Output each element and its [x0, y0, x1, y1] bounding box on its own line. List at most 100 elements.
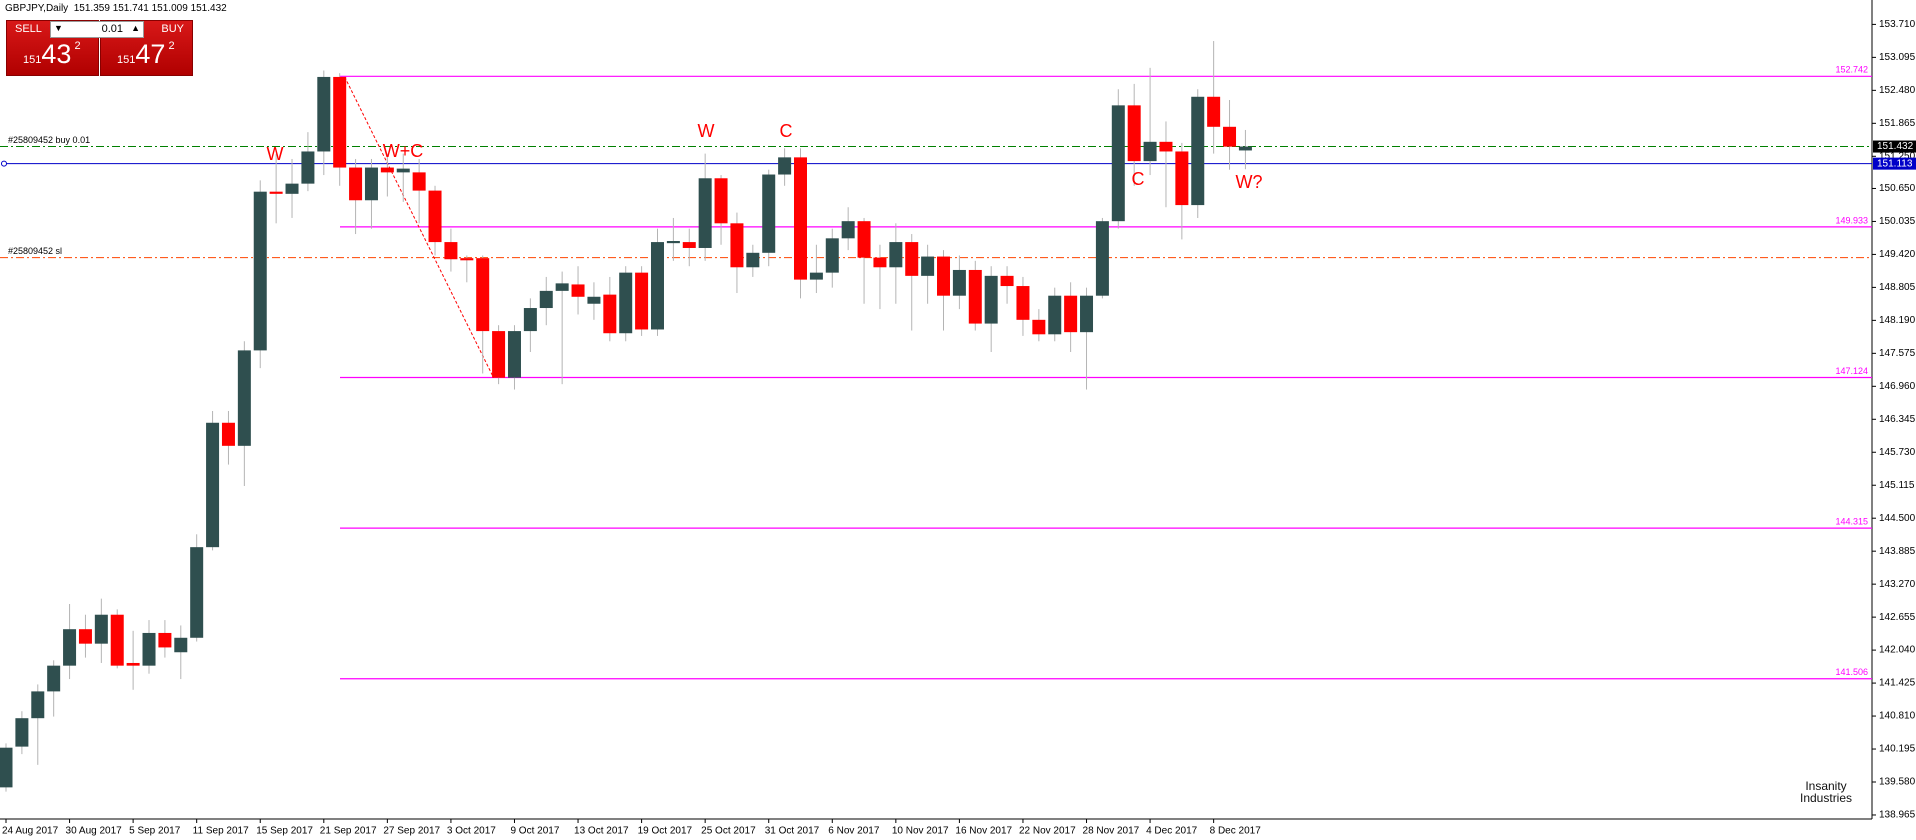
order-label: #25809452 sl [8, 246, 62, 256]
y-tick-label: 139.580 [1879, 777, 1916, 788]
y-tick-label: 153.095 [1879, 52, 1916, 63]
candle-body [47, 665, 61, 692]
level-label: 149.933 [1835, 215, 1868, 225]
y-tick-label: 142.655 [1879, 612, 1916, 623]
y-tick-label: 146.960 [1879, 381, 1916, 392]
lot-up[interactable]: ▲ [131, 23, 140, 33]
candle-body [237, 350, 251, 446]
y-tick-label: 143.270 [1879, 579, 1916, 590]
bid-price-label: 151.113 [1877, 158, 1913, 169]
watermark: Insanity Industries [1800, 780, 1852, 804]
y-tick-label: 149.420 [1879, 249, 1916, 260]
level-label: 147.124 [1835, 366, 1868, 376]
price-pips: 43 [41, 39, 72, 69]
candle-body [333, 76, 347, 168]
candle-body [1191, 96, 1205, 206]
last-price-label: 151.432 [1877, 141, 1914, 152]
candle-body [873, 257, 887, 268]
sell-label: SELL [15, 23, 42, 35]
y-tick-label: 151.250 [1879, 151, 1916, 162]
candle-body [78, 629, 92, 644]
x-tick-label: 24 Aug 2017 [2, 826, 59, 837]
candle-body [523, 308, 537, 332]
candle-body [317, 76, 331, 152]
candle-body [1032, 319, 1046, 335]
x-tick-label: 16 Nov 2017 [955, 826, 1012, 837]
ohlc-high: 151.741 [112, 3, 149, 14]
y-tick-label: 145.730 [1879, 447, 1916, 458]
x-tick-label: 11 Sep 2017 [193, 826, 249, 837]
candle-body [0, 747, 13, 788]
wave-label: W [267, 144, 284, 164]
candle-body [253, 191, 267, 351]
candle-body [396, 168, 410, 173]
candle-body [190, 547, 204, 638]
sell-price: 15143 2 [23, 39, 81, 70]
candle-body [730, 223, 744, 268]
candle-body [158, 632, 172, 648]
candle-body [492, 331, 506, 378]
candle-body [174, 637, 188, 653]
candle-body [778, 157, 792, 175]
candle-body [952, 269, 966, 296]
header: GBPJPY,Daily 151.359 151.741 151.009 151… [5, 3, 227, 14]
candle-body [984, 275, 998, 324]
price-point: 2 [168, 40, 175, 52]
last-price-box [1873, 140, 1916, 153]
y-tick-label: 141.425 [1879, 678, 1916, 689]
candle-body [619, 272, 633, 334]
watermark-line: Insanity [1805, 779, 1847, 793]
order-label: #25809452 buy 0.01 [8, 135, 90, 145]
level-label: 141.506 [1835, 667, 1868, 677]
x-tick-label: 25 Oct 2017 [701, 826, 756, 837]
candle-body [825, 238, 839, 273]
candle-body [666, 241, 680, 244]
candle-body [968, 269, 982, 324]
y-tick-label: 153.710 [1879, 19, 1916, 30]
candle-body [809, 272, 823, 280]
candle-body [889, 242, 903, 268]
candle-body [571, 284, 585, 297]
candle-body [1111, 105, 1125, 222]
x-tick-label: 9 Oct 2017 [510, 826, 559, 837]
price-big: 151 [117, 54, 136, 66]
symbol: GBPJPY,Daily [5, 3, 69, 14]
y-tick-label: 148.190 [1879, 315, 1916, 326]
y-tick-label: 140.195 [1879, 744, 1916, 755]
candle-body [714, 178, 728, 224]
candle-body [1175, 151, 1189, 206]
price-pips: 47 [135, 39, 166, 69]
trend-line [344, 76, 495, 378]
candle-body [31, 691, 45, 719]
candle-body [650, 242, 664, 330]
y-tick-label: 150.035 [1879, 216, 1916, 227]
candle-body [1143, 141, 1157, 162]
candle-body [380, 167, 394, 173]
x-tick-label: 3 Oct 2017 [447, 826, 496, 837]
y-tick-label: 143.885 [1879, 546, 1916, 557]
candle-body [794, 157, 807, 280]
lot-value: 0.01 [101, 23, 123, 35]
candle-body [1207, 96, 1221, 127]
candle-body [1000, 275, 1014, 287]
lot-field[interactable]: ▼ 0.01 ▲ [50, 21, 144, 38]
candle-body [301, 151, 315, 184]
y-tick-label: 144.500 [1879, 513, 1916, 524]
x-tick-label: 15 Sep 2017 [256, 826, 313, 837]
candle-body [841, 221, 855, 239]
candle-body [94, 614, 108, 644]
candle-body [635, 272, 649, 330]
x-tick-label: 10 Nov 2017 [892, 826, 949, 837]
candle-body [698, 178, 712, 248]
candle-body [1064, 295, 1078, 333]
ohlc-close: 151.432 [190, 3, 227, 14]
y-tick-label: 152.480 [1879, 85, 1916, 96]
y-tick-label: 142.040 [1879, 645, 1916, 656]
x-tick-label: 27 Sep 2017 [383, 826, 440, 837]
wave-label: C [780, 121, 793, 141]
x-tick-label: 22 Nov 2017 [1019, 826, 1076, 837]
candle-body [63, 629, 77, 666]
candle-body [221, 422, 235, 446]
candle-body [746, 252, 760, 268]
lot-down[interactable]: ▼ [54, 23, 63, 33]
